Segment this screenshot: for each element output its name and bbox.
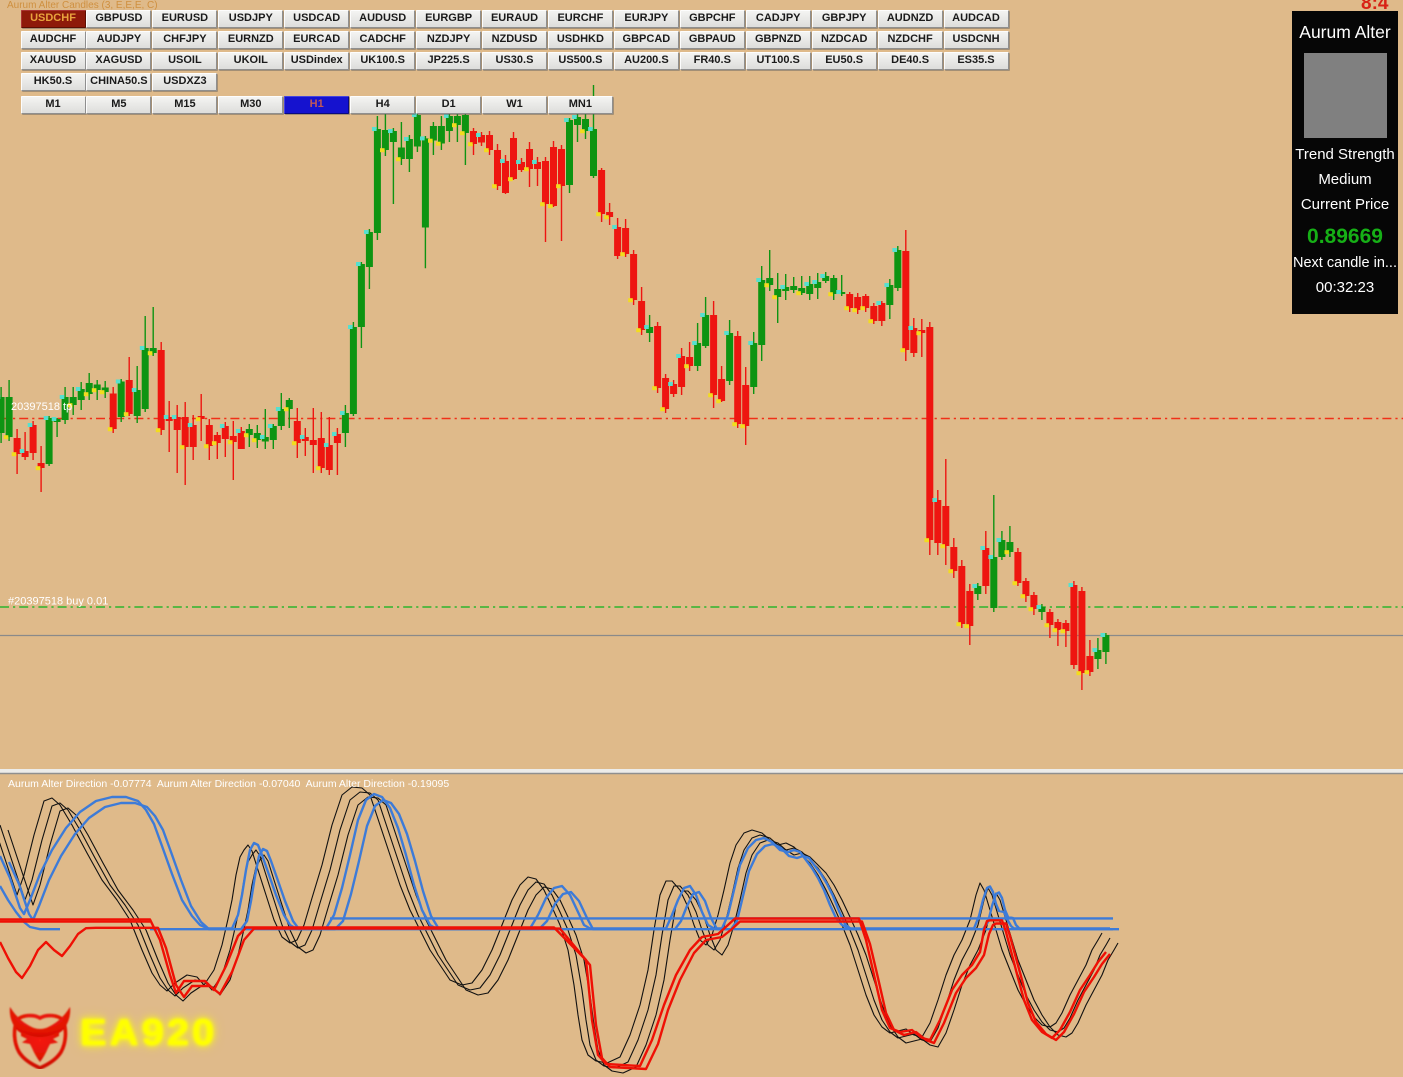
svg-text:#20397518 buy 0.01: #20397518 buy 0.01 xyxy=(8,596,108,608)
